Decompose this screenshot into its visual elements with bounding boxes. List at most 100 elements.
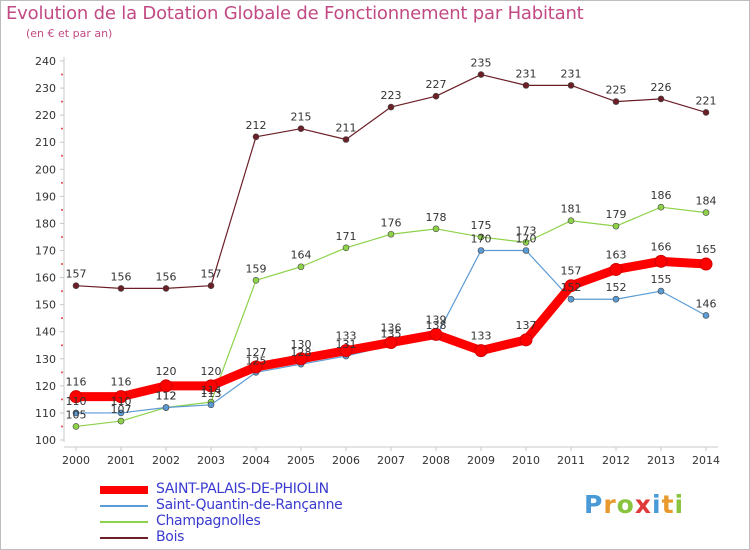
data-label: 120: [201, 365, 222, 378]
data-label: 235: [471, 57, 492, 70]
legend-swatch: [100, 537, 148, 539]
data-label: 211: [336, 122, 357, 135]
x-tick-label: 2003: [197, 454, 225, 467]
x-tick-label: 2006: [332, 454, 360, 467]
data-label: 231: [561, 67, 582, 80]
proxiti-logo: Proxiti: [584, 490, 685, 519]
data-point: [609, 262, 623, 276]
data-point: [567, 82, 575, 89]
y-minor-tick: [61, 398, 63, 401]
data-point: [162, 285, 170, 292]
data-label: 113: [201, 387, 222, 400]
data-label: 155: [651, 273, 672, 286]
data-label: 226: [651, 81, 672, 94]
data-point: [567, 295, 575, 303]
data-label: 186: [651, 189, 672, 202]
y-minor-tick: [61, 154, 63, 157]
y-tick-label: 210: [35, 136, 56, 149]
x-tick-label: 2014: [692, 454, 720, 467]
data-label: 112: [156, 390, 177, 403]
line-chart: 100 110 120 130 140 150 160 170 180 190 200 210 220 2…: [35, 55, 720, 467]
x-tick-label: 2002: [152, 454, 180, 467]
data-point: [699, 257, 713, 271]
data-point: [72, 282, 80, 289]
data-point: [519, 333, 533, 347]
data-label: 156: [156, 270, 177, 283]
data-point: [297, 263, 305, 271]
y-tick-label: 180: [35, 217, 56, 230]
data-point: [474, 344, 488, 358]
data-point: [522, 82, 530, 89]
data-label: 146: [696, 297, 717, 310]
data-label: 181: [561, 203, 582, 216]
data-point: [564, 279, 578, 293]
data-point: [522, 239, 530, 246]
data-point: [567, 217, 575, 225]
data-point: [522, 247, 530, 254]
x-tick-label: 2005: [287, 454, 315, 467]
data-label: 139: [426, 313, 447, 326]
x-tick-label: 2008: [422, 454, 450, 467]
data-point: [159, 379, 173, 393]
data-label: 135: [381, 327, 402, 340]
data-point: [342, 136, 350, 143]
data-label: 133: [471, 330, 492, 343]
x-tick-label: 2013: [647, 454, 675, 467]
y-minor-tick: [61, 263, 63, 266]
legend-label: SAINT-PALAIS-DE-PHIOLIN: [156, 481, 329, 497]
data-point: [294, 352, 308, 366]
data-point: [702, 312, 710, 319]
chart-subtitle: (en € et par an): [26, 27, 113, 40]
data-label: 125: [246, 354, 267, 367]
data-label: 116: [66, 376, 87, 389]
y-minor-tick: [61, 425, 63, 428]
chart-axes: 100 110 120 130 140 150 160 170 180 190 200 210 220 2…: [35, 55, 720, 467]
data-point: [387, 230, 395, 238]
data-label: 157: [66, 268, 87, 281]
data-label: 231: [516, 67, 537, 80]
y-minor-tick: [61, 317, 63, 320]
chart-title: Evolution de la Dotation Globale de Fonc…: [6, 3, 584, 24]
data-point: [117, 285, 125, 292]
y-tick-label: 220: [35, 109, 56, 122]
x-tick-label: 2004: [242, 454, 270, 467]
data-label: 170: [471, 233, 492, 246]
data-label: 138: [426, 319, 447, 332]
y-minor-tick: [61, 73, 63, 76]
data-label: 165: [696, 243, 717, 256]
data-labels-layer: 157 156 156 157 212 215 211 223 227 235 231 231 225 2…: [66, 57, 717, 422]
data-point: [342, 244, 350, 252]
data-point: [252, 276, 260, 284]
x-tick-label: 2009: [467, 454, 495, 467]
data-label: 130: [291, 338, 312, 351]
y-tick-label: 160: [35, 272, 56, 285]
x-tick-label: 2000: [62, 454, 90, 467]
data-point: [477, 233, 485, 241]
legend-label: Saint-Quantin-de-Rançanne: [156, 497, 343, 513]
data-label: 136: [381, 322, 402, 335]
data-point: [657, 203, 665, 211]
data-point: [612, 295, 620, 303]
data-point: [249, 360, 263, 374]
data-label: 133: [336, 330, 357, 343]
x-tick-label: 2010: [512, 454, 540, 467]
legend-label: Bois: [156, 529, 185, 545]
data-label: 179: [606, 208, 627, 221]
y-minor-tick: [61, 181, 63, 184]
data-label: 175: [471, 219, 492, 232]
data-point: [72, 409, 80, 417]
data-label: 159: [246, 262, 267, 275]
legend-label: Champagnolles: [156, 513, 261, 529]
data-label: 112: [156, 390, 177, 403]
y-minor-tick: [61, 371, 63, 374]
data-point: [69, 390, 83, 404]
data-label: 110: [66, 395, 87, 408]
data-label: 225: [606, 84, 627, 97]
data-point: [117, 409, 125, 417]
data-point: [207, 401, 215, 409]
data-label: 137: [516, 319, 537, 332]
data-label: 131: [336, 338, 357, 351]
y-minor-tick: [61, 290, 63, 293]
data-point: [252, 133, 260, 141]
data-label: 178: [426, 211, 447, 224]
